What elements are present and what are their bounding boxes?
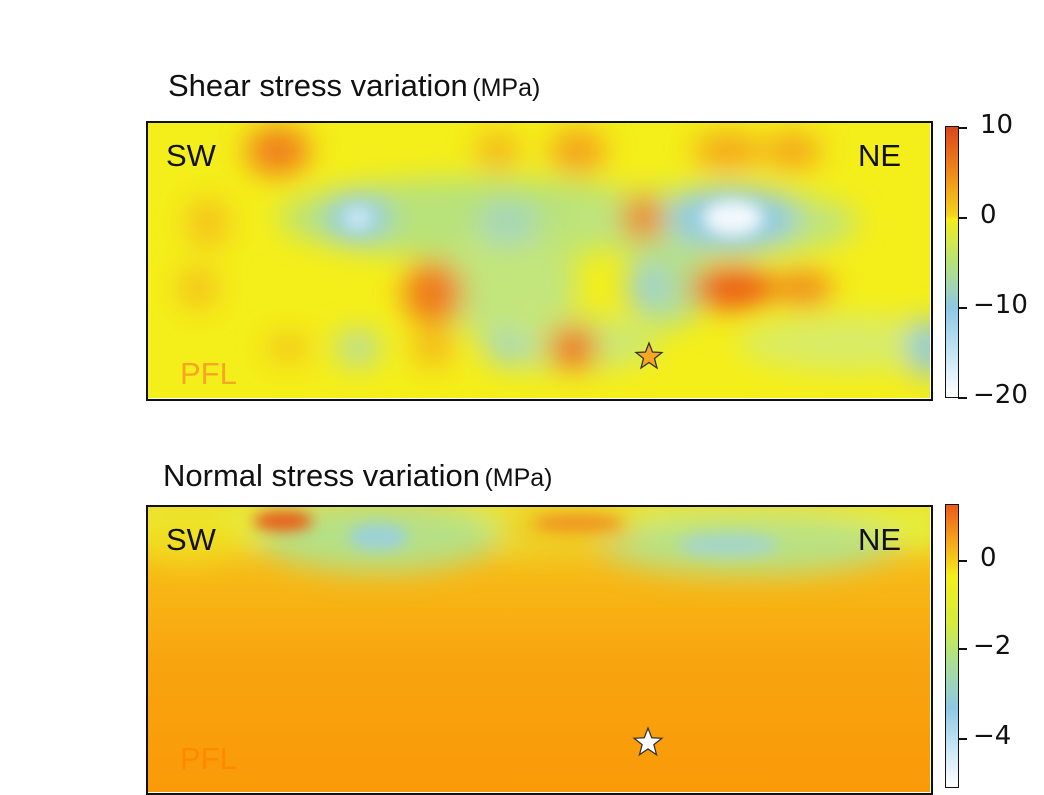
shear-field <box>178 126 930 378</box>
shear-title-unit: (MPa) <box>472 74 541 102</box>
shear-colorbar-label: 10 <box>980 110 1014 140</box>
normal-title-text: Normal stress variation <box>163 458 480 493</box>
normal-fault-label: PFL <box>180 741 237 776</box>
normal-heatmap <box>146 505 933 795</box>
normal-field-highlights <box>253 511 778 557</box>
shear-colorbar-tick <box>958 307 967 309</box>
shear-colorbar-label: −20 <box>973 380 1028 410</box>
shear-colorbar <box>945 126 959 398</box>
normal-sw-label: SW <box>166 522 216 557</box>
shear-title-text: Shear stress variation <box>168 68 468 103</box>
normal-ne-label: NE <box>858 522 902 557</box>
normal-colorbar-tick <box>958 560 967 562</box>
shear-chart-title: Shear stress variation (MPa) <box>168 68 540 104</box>
normal-hypocenter-star-icon <box>632 726 664 757</box>
normal-colorbar-label: −4 <box>973 721 1012 751</box>
shear-ne-label: NE <box>858 138 902 173</box>
shear-heatmap <box>146 121 933 401</box>
normal-colorbar-tick <box>958 738 967 740</box>
normal-title-unit: (MPa) <box>484 464 553 492</box>
shear-colorbar-tick <box>958 397 967 399</box>
normal-heatmap-svg <box>148 507 930 792</box>
shear-sw-label: SW <box>166 138 216 173</box>
shear-hypocenter-star-icon <box>634 341 664 370</box>
shear-colorbar-label: 0 <box>980 200 997 230</box>
shear-fault-label: PFL <box>180 356 237 391</box>
normal-chart-title: Normal stress variation (MPa) <box>163 458 553 494</box>
normal-colorbar-tick <box>958 648 967 650</box>
shear-colorbar-label: −10 <box>973 290 1028 320</box>
normal-colorbar-label: 0 <box>980 543 997 573</box>
shear-colorbar-tick <box>958 127 967 129</box>
shear-field-highlights <box>344 200 763 236</box>
shear-heatmap-svg <box>148 123 930 398</box>
shear-colorbar-tick <box>958 217 967 219</box>
normal-colorbar-label: −2 <box>973 631 1012 661</box>
normal-colorbar <box>945 504 959 788</box>
